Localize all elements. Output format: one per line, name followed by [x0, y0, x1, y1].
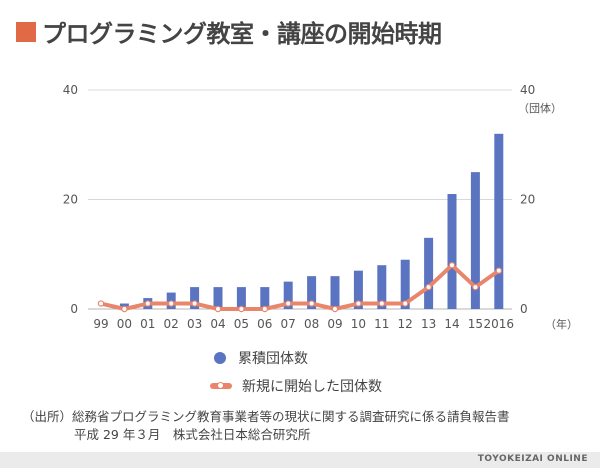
source-line-2: 平成 29 年３月 株式会社日本総合研究所	[74, 427, 311, 442]
legend-item-cumulative: 累積団体数	[210, 344, 382, 372]
line-point-03	[191, 300, 198, 307]
x-tick-2016: 2016	[484, 317, 515, 331]
x-tick-05: 05	[234, 317, 249, 331]
x-tick-11: 11	[374, 317, 389, 331]
x-tick-01: 01	[140, 317, 155, 331]
legend-item-new: 新規に開始した団体数	[210, 372, 382, 400]
x-tick-14: 14	[444, 317, 459, 331]
bar-11	[377, 265, 387, 309]
legend-label-cumulative: 累積団体数	[238, 351, 308, 367]
source-note: （出所）総務省プログラミング教育事業者等の現状に関する調査研究に係る請負報告書 …	[22, 408, 510, 444]
y-unit-label: （団体）	[518, 101, 562, 115]
line-point-00	[121, 305, 128, 313]
footer-brand: TOYOKEIZAI ONLINE	[477, 454, 588, 464]
bar-10	[353, 270, 363, 309]
y-tick-right-0: 0	[520, 302, 528, 316]
line-point-08	[308, 300, 315, 307]
line-point-05	[238, 305, 245, 313]
line-point-06	[261, 305, 268, 313]
bar-09	[330, 276, 340, 309]
x-tick-99: 99	[93, 317, 108, 331]
line-point-99	[97, 300, 105, 307]
line-point-02	[167, 300, 175, 307]
y-tick-left-20: 20	[63, 193, 78, 207]
y-tick-right-40: 40	[520, 83, 535, 97]
line-point-14	[448, 262, 456, 269]
x-tick-03: 03	[187, 317, 202, 331]
bar-05	[236, 287, 246, 309]
legend: 累積団体数 新規に開始した団体数	[210, 344, 382, 400]
line-point-15	[472, 283, 479, 291]
x-tick-02: 02	[164, 317, 179, 331]
x-tick-09: 09	[327, 317, 342, 331]
line-point-11	[378, 300, 385, 307]
line-point-12	[402, 300, 409, 307]
y-tick-left-0: 0	[70, 302, 78, 316]
title-square-icon	[16, 21, 36, 42]
x-tick-15: 15	[468, 317, 483, 331]
bar-12	[400, 259, 410, 309]
x-tick-12: 12	[398, 317, 413, 331]
x-tick-06: 06	[257, 317, 272, 331]
legend-label-new: 新規に開始した団体数	[242, 379, 382, 395]
bar-15	[470, 172, 480, 309]
x-unit-label: （年）	[545, 317, 578, 331]
bar-06	[260, 287, 270, 309]
line-point-07	[285, 300, 292, 307]
bar-04	[213, 287, 223, 309]
chart-title: プログラミング教室・講座の開始時期	[16, 14, 442, 49]
bar-2016	[494, 133, 504, 309]
x-tick-04: 04	[210, 317, 225, 331]
bar-07	[283, 281, 293, 309]
bar-14	[447, 194, 457, 309]
bar-08	[307, 276, 317, 309]
line-point-09	[331, 305, 339, 313]
bar-13	[424, 237, 434, 309]
legend-bar-swatch-icon	[214, 352, 226, 364]
line-point-01	[144, 300, 151, 307]
title-text: プログラミング教室・講座の開始時期	[42, 20, 442, 48]
line-point-04	[214, 305, 222, 313]
x-tick-10: 10	[351, 317, 366, 331]
line-point-2016	[495, 267, 502, 274]
y-tick-right-20: 20	[520, 193, 535, 207]
x-tick-13: 13	[421, 317, 436, 331]
footer-bar: TOYOKEIZAI ONLINE	[0, 452, 600, 468]
legend-line-swatch-icon	[210, 382, 232, 389]
x-tick-07: 07	[281, 317, 296, 331]
bar-03	[190, 287, 200, 309]
new-orgs-line	[99, 263, 501, 311]
x-tick-00: 00	[117, 317, 132, 331]
x-tick-08: 08	[304, 317, 319, 331]
source-line-1: （出所）総務省プログラミング教育事業者等の現状に関する調査研究に係る請負報告書	[22, 409, 510, 424]
y-tick-left-40: 40	[63, 83, 78, 97]
line-point-13	[425, 283, 432, 291]
line-point-10	[355, 300, 362, 307]
